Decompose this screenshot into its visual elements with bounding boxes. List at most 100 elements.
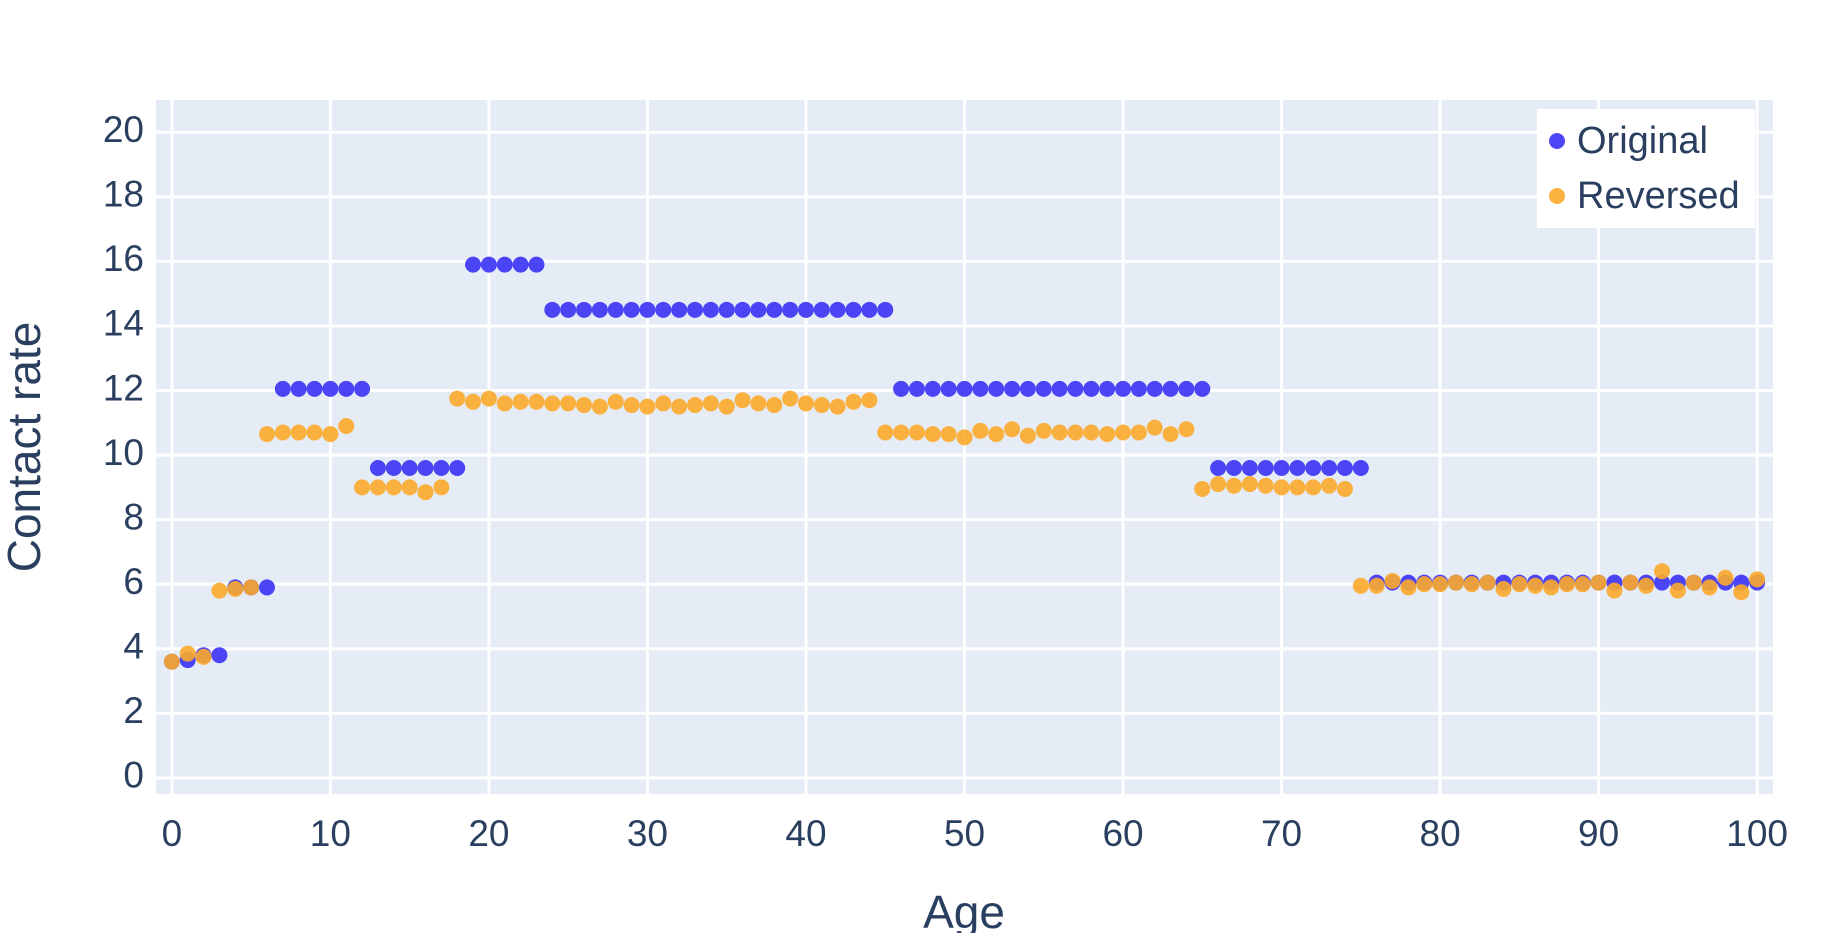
point xyxy=(639,398,656,415)
x-tick-label: 50 xyxy=(944,813,985,854)
point xyxy=(766,301,783,318)
point xyxy=(702,301,719,318)
point xyxy=(1178,380,1195,397)
point xyxy=(1495,581,1512,598)
point xyxy=(306,424,323,441)
point xyxy=(718,398,735,415)
point xyxy=(607,301,624,318)
point xyxy=(702,395,719,412)
point xyxy=(1146,380,1163,397)
point xyxy=(528,256,545,273)
y-tick-label: 4 xyxy=(123,626,144,667)
point xyxy=(338,380,355,397)
point xyxy=(1432,576,1449,593)
y-tick-label: 14 xyxy=(103,303,144,344)
point xyxy=(607,393,624,410)
point xyxy=(449,390,466,407)
point xyxy=(1004,380,1021,397)
point xyxy=(797,395,814,412)
point xyxy=(1590,574,1607,591)
point xyxy=(401,479,418,496)
x-tick-label: 20 xyxy=(468,813,509,854)
point xyxy=(1400,579,1417,596)
point xyxy=(544,301,561,318)
point xyxy=(433,459,450,476)
point xyxy=(1257,477,1274,494)
point xyxy=(766,397,783,414)
point xyxy=(512,393,529,410)
point xyxy=(496,256,513,273)
point xyxy=(1654,574,1671,591)
y-tick-label: 2 xyxy=(123,690,144,731)
point xyxy=(1130,424,1147,441)
point xyxy=(1067,424,1084,441)
point xyxy=(512,256,529,273)
point xyxy=(1368,577,1385,594)
point xyxy=(893,380,910,397)
point xyxy=(861,301,878,318)
point xyxy=(988,426,1005,443)
y-tick-label: 20 xyxy=(103,109,144,150)
point xyxy=(1749,571,1766,588)
point xyxy=(972,422,989,439)
point xyxy=(1638,577,1655,594)
point xyxy=(877,301,894,318)
point xyxy=(1146,419,1163,436)
point xyxy=(1067,380,1084,397)
point xyxy=(354,479,371,496)
point xyxy=(1384,572,1401,589)
point xyxy=(1162,380,1179,397)
x-tick-label: 10 xyxy=(310,813,351,854)
point xyxy=(338,418,355,435)
point xyxy=(179,645,196,662)
point xyxy=(797,301,814,318)
point xyxy=(1210,476,1227,493)
point xyxy=(417,459,434,476)
point xyxy=(1226,459,1242,476)
point xyxy=(1336,459,1353,476)
point xyxy=(877,424,894,441)
point xyxy=(956,429,973,446)
point xyxy=(1130,380,1147,397)
y-tick-label: 8 xyxy=(123,496,144,537)
point xyxy=(1273,459,1290,476)
point xyxy=(829,398,846,415)
point xyxy=(591,301,608,318)
point xyxy=(813,397,830,414)
point xyxy=(1685,574,1702,591)
point xyxy=(163,653,180,670)
point xyxy=(908,380,925,397)
point xyxy=(671,301,688,318)
point xyxy=(385,459,402,476)
point xyxy=(243,579,260,596)
y-tick-label: 12 xyxy=(103,367,144,408)
point xyxy=(956,380,973,397)
point xyxy=(1115,424,1132,441)
point xyxy=(211,582,228,599)
x-tick-label: 0 xyxy=(162,813,183,854)
legend-label: Original xyxy=(1577,120,1708,162)
point xyxy=(322,380,339,397)
point xyxy=(1226,477,1242,494)
point xyxy=(687,301,703,318)
point xyxy=(1416,576,1433,593)
point xyxy=(1543,579,1560,596)
point xyxy=(1701,579,1718,596)
point xyxy=(1321,477,1338,494)
point xyxy=(1099,426,1116,443)
point xyxy=(908,424,925,441)
point xyxy=(480,390,497,407)
point xyxy=(1035,422,1052,439)
point xyxy=(274,424,291,441)
point xyxy=(1321,459,1338,476)
y-tick-label: 10 xyxy=(103,432,144,473)
point xyxy=(528,393,545,410)
point xyxy=(369,479,386,496)
point xyxy=(1019,380,1036,397)
series xyxy=(163,390,1766,670)
point xyxy=(465,256,482,273)
point xyxy=(576,301,593,318)
point xyxy=(1162,426,1179,443)
point xyxy=(385,479,402,496)
x-axis-title: Age xyxy=(923,886,1005,933)
